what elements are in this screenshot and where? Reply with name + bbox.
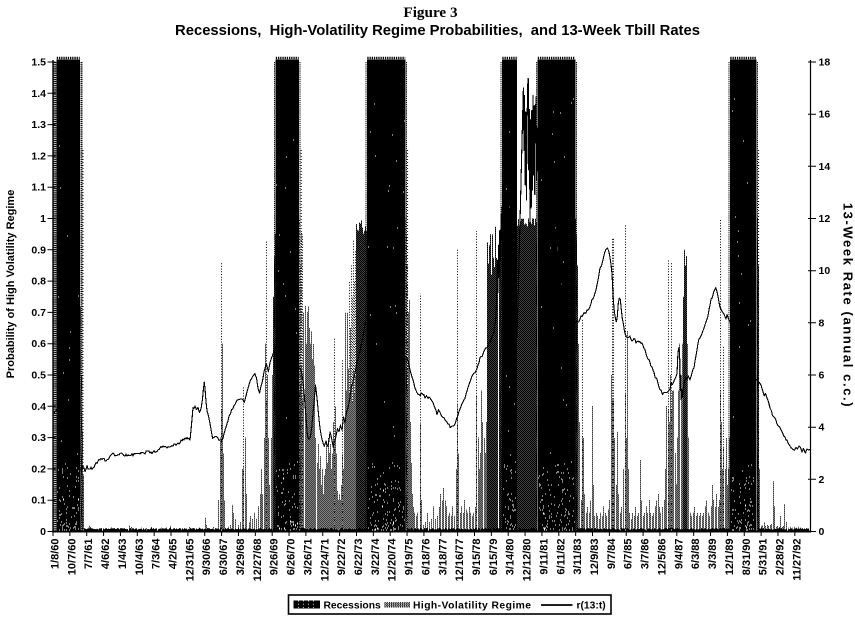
- svg-text:4: 4: [819, 422, 825, 434]
- svg-text:3/11/83: 3/11/83: [572, 539, 584, 575]
- svg-text:12/5/86: 12/5/86: [656, 539, 668, 576]
- svg-text:9/15/78: 9/15/78: [471, 539, 483, 576]
- svg-text:12/12/80: 12/12/80: [522, 539, 534, 582]
- svg-text:5/31/91: 5/31/91: [758, 539, 770, 576]
- svg-text:6/11/82: 6/11/82: [555, 539, 567, 575]
- svg-text:0.7: 0.7: [31, 307, 46, 319]
- svg-text:0.4: 0.4: [31, 401, 46, 413]
- svg-text:High-Volatility Regime: High-Volatility Regime: [413, 601, 531, 612]
- svg-text:Recessions: Recessions: [324, 601, 382, 612]
- svg-text:10: 10: [819, 265, 831, 277]
- svg-text:3/22/74: 3/22/74: [370, 538, 382, 576]
- svg-text:9/19/75: 9/19/75: [404, 539, 416, 576]
- svg-text:10/4/63: 10/4/63: [134, 539, 146, 576]
- svg-text:2: 2: [819, 474, 825, 486]
- svg-text:9/22/72: 9/22/72: [336, 539, 348, 576]
- svg-text:12: 12: [819, 213, 831, 225]
- svg-text:0.6: 0.6: [31, 338, 46, 350]
- svg-text:12/31/65: 12/31/65: [184, 539, 196, 582]
- svg-text:9/7/84: 9/7/84: [606, 538, 618, 569]
- svg-text:1.4: 1.4: [31, 88, 46, 100]
- svg-text:18: 18: [819, 57, 831, 69]
- svg-text:0.9: 0.9: [31, 244, 46, 256]
- svg-text:0: 0: [40, 526, 46, 538]
- svg-text:9/4/87: 9/4/87: [673, 539, 685, 570]
- svg-text:7/7/61: 7/7/61: [83, 539, 95, 570]
- svg-text:0.5: 0.5: [31, 370, 46, 382]
- svg-text:0.2: 0.2: [31, 463, 46, 475]
- svg-text:11/27/92: 11/27/92: [791, 539, 803, 581]
- svg-text:0.3: 0.3: [31, 432, 46, 444]
- svg-text:6/7/85: 6/7/85: [623, 539, 635, 570]
- svg-text:1.3: 1.3: [31, 119, 46, 131]
- svg-text:6/30/67: 6/30/67: [218, 539, 230, 576]
- svg-text:14: 14: [819, 161, 831, 173]
- svg-text:4/6/62: 4/6/62: [100, 539, 112, 570]
- svg-text:12/9/83: 12/9/83: [589, 539, 601, 576]
- svg-text:0.8: 0.8: [31, 276, 46, 288]
- svg-text:6/26/70: 6/26/70: [286, 539, 298, 576]
- svg-text:0: 0: [819, 526, 825, 538]
- svg-text:6/22/73: 6/22/73: [353, 539, 365, 576]
- svg-text:12/20/74: 12/20/74: [387, 538, 399, 582]
- svg-text:12/1/89: 12/1/89: [724, 539, 736, 576]
- svg-text:7/3/64: 7/3/64: [151, 538, 163, 569]
- svg-text:3/29/68: 3/29/68: [235, 539, 247, 576]
- svg-text:9/26/69: 9/26/69: [269, 539, 281, 576]
- svg-text:3/3/89: 3/3/89: [707, 539, 719, 570]
- svg-text:12/27/68: 12/27/68: [252, 539, 264, 582]
- svg-text:9/11/81: 9/11/81: [538, 539, 550, 575]
- svg-text:1.1: 1.1: [31, 182, 46, 194]
- svg-text:1: 1: [40, 213, 46, 225]
- svg-text:1.5: 1.5: [31, 57, 46, 69]
- svg-text:1.2: 1.2: [31, 150, 46, 162]
- svg-text:9/30/66: 9/30/66: [201, 539, 213, 576]
- svg-text:8/31/90: 8/31/90: [741, 539, 753, 576]
- svg-text:Probability of High Volatility: Probability of High Volatility Regime: [5, 190, 17, 379]
- svg-text:4/2/65: 4/2/65: [168, 539, 180, 570]
- svg-text:6/15/79: 6/15/79: [488, 539, 500, 576]
- svg-text:6/3/88: 6/3/88: [690, 539, 702, 570]
- svg-text:2/28/92: 2/28/92: [774, 539, 786, 576]
- svg-text:16: 16: [819, 109, 831, 121]
- svg-text:3/18/77: 3/18/77: [437, 539, 449, 576]
- svg-text:3/7/86: 3/7/86: [640, 539, 652, 570]
- svg-text:3/14/80: 3/14/80: [505, 539, 517, 576]
- svg-text:6/18/76: 6/18/76: [420, 539, 432, 576]
- svg-text:3/26/71: 3/26/71: [302, 539, 314, 576]
- svg-text:r(13:t): r(13:t): [577, 601, 606, 612]
- svg-text:12/24/71: 12/24/71: [319, 539, 331, 582]
- svg-text:Figure 3: Figure 3: [403, 4, 458, 21]
- svg-text:1/4/63: 1/4/63: [117, 539, 129, 570]
- svg-text:8: 8: [819, 317, 825, 329]
- svg-text:13-Week Rate (annual c.c.): 13-Week Rate (annual c.c.): [841, 203, 855, 408]
- svg-text:6: 6: [819, 370, 825, 382]
- svg-text:10/7/60: 10/7/60: [66, 539, 78, 576]
- svg-text:0.1: 0.1: [31, 495, 46, 507]
- svg-text:1/8/60: 1/8/60: [50, 539, 62, 570]
- svg-text:12/16/77: 12/16/77: [454, 539, 466, 582]
- svg-text:Recessions, High-Volatility R: Recessions, High-Volatility Regime Proba…: [175, 23, 700, 39]
